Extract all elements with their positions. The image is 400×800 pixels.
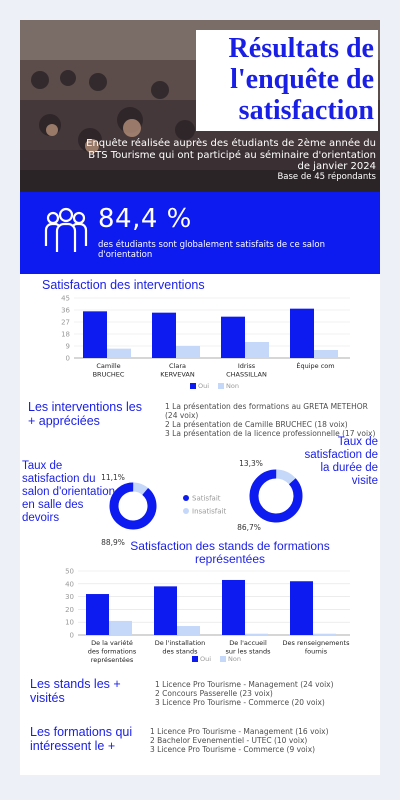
pie-label-insatisfait: 13,3%: [239, 459, 263, 468]
bar-non: [107, 348, 131, 358]
bar-oui: [83, 311, 107, 358]
legend-swatch: [218, 383, 224, 389]
x-tick-label: De la variété: [91, 639, 133, 647]
legend-swatch: [183, 495, 189, 501]
x-tick-label: fournis: [305, 648, 328, 656]
y-tick-label: 10: [65, 619, 74, 627]
bar-oui: [222, 579, 245, 635]
top-formations-title: Les formations qui intéressent le +: [30, 725, 133, 753]
x-tick-label: représentées: [91, 656, 134, 664]
pie-slice-satisfait: [109, 482, 157, 530]
overall-satisfaction-percent: 84,4 %: [98, 204, 192, 234]
bar-oui: [154, 586, 177, 635]
top-stands-list: 1 Licence Pro Tourisme - Management (24 …: [155, 680, 334, 707]
x-tick-label: De l'accueil: [229, 639, 267, 647]
bar-non: [314, 350, 338, 358]
y-tick-label: 45: [61, 295, 70, 303]
bar-non: [245, 633, 268, 635]
x-tick-label: Idriss: [238, 362, 256, 370]
list-item: 1 Licence Pro Tourisme - Management (16 …: [150, 727, 329, 736]
bar-non: [313, 633, 336, 635]
bar-oui: [221, 316, 245, 358]
list-item: 1 La présentation des formations au GRET…: [165, 402, 368, 420]
title-box: Résultats de l'enquête de satisfaction: [196, 30, 378, 131]
x-tick-label: des stands: [162, 648, 198, 656]
pie-label-insatisfait: 11,1%: [101, 473, 125, 482]
stands-chart-title: Satisfaction des stands de formations re…: [130, 539, 330, 566]
y-tick-label: 40: [65, 580, 74, 588]
hero-photo: Résultats de l'enquête de satisfaction E…: [20, 20, 380, 192]
bar-non: [177, 626, 200, 635]
pie-slice-satisfait: [249, 469, 303, 523]
infographic-page: Résultats de l'enquête de satisfaction E…: [20, 20, 380, 775]
x-tick-label: Équipe com: [296, 361, 334, 370]
list-item: 3 La présentation de la licence professi…: [165, 429, 376, 438]
top-stands-title: Les stands les + visités: [30, 677, 121, 705]
legend-label: Non: [226, 382, 239, 390]
bar-oui: [86, 594, 109, 635]
y-tick-label: 50: [65, 568, 74, 576]
y-tick-label: 9: [66, 343, 70, 351]
x-tick-label: Camille: [96, 362, 120, 370]
interventions-chart-title: Satisfaction des interventions: [42, 278, 205, 292]
legend-swatch: [192, 656, 198, 662]
y-tick-label: 27: [61, 319, 70, 327]
x-tick-label: sur les stands: [225, 648, 271, 656]
y-tick-label: 18: [61, 331, 70, 339]
bar-non: [109, 620, 132, 635]
overall-satisfaction-text: des étudiants sont globalement satisfait…: [98, 240, 325, 260]
x-tick-label: Clara: [169, 362, 186, 370]
list-item: 2 La présentation de Camille BRUCHEC (18…: [165, 420, 348, 429]
legend-label: Oui: [198, 382, 209, 390]
legend-label: Oui: [200, 655, 211, 663]
legend-label: Insatisfait: [192, 508, 226, 516]
list-item: 3 Licence Pro Tourisme - Commerce (20 vo…: [155, 698, 325, 707]
list-item: 2 Bachelor Evenementiel - UTEC (10 voix): [150, 736, 308, 745]
top-formations-list: 1 Licence Pro Tourisme - Management (16 …: [150, 727, 329, 754]
bar-oui: [152, 312, 176, 358]
x-tick-label: KERVEVAN: [160, 371, 195, 379]
top-interventions-list: 1 La présentation des formations au GRET…: [165, 402, 380, 438]
legend-label: Satisfait: [192, 495, 221, 503]
list-item: 3 Licence Pro Tourisme - Commerce (9 voi…: [150, 745, 316, 754]
bar-non: [245, 342, 269, 358]
y-tick-label: 0: [66, 355, 70, 363]
survey-description: Enquête réalisée auprès des étudiants de…: [86, 138, 376, 172]
bar-oui: [290, 308, 314, 358]
x-tick-label: Des renseignements: [283, 639, 351, 647]
x-tick-label: De l'installation: [155, 639, 206, 647]
duree-pie-title: Taux de satisfaction de la durée de visi…: [304, 436, 378, 487]
legend-label: Non: [228, 655, 241, 663]
y-tick-label: 30: [65, 593, 74, 601]
legend-swatch: [190, 383, 196, 389]
list-item: 2 Concours Passerelle (23 voix): [155, 689, 273, 698]
bar-non: [176, 346, 200, 358]
legend-swatch: [220, 656, 226, 662]
list-item: 1 Licence Pro Tourisme - Management (24 …: [155, 680, 334, 689]
legend-swatch: [183, 508, 189, 514]
x-tick-label: des formations: [88, 648, 137, 656]
y-tick-label: 0: [70, 632, 74, 640]
salon-pie-title: Taux de satisfaction du salon d'orientat…: [22, 460, 115, 524]
pie-label-satisfait: 86,7%: [237, 523, 261, 532]
y-tick-label: 36: [61, 307, 70, 315]
x-tick-label: BRUCHEC: [93, 371, 125, 379]
satisfaction-pie-charts: 88,9% 11,1% 86,7% 13,3% Satisfait Insatisfait: [101, 459, 303, 547]
x-tick-label: CHASSILLAN: [226, 371, 267, 379]
top-interventions-title: Les interventions les + appréciées: [28, 400, 142, 428]
y-tick-label: 20: [65, 606, 74, 614]
people-group-icon: [44, 207, 88, 252]
bar-oui: [290, 581, 313, 635]
pie-label-satisfait: 88,9%: [101, 538, 125, 547]
sample-size: Base de 45 répondants: [277, 172, 376, 182]
overall-satisfaction-banner: 84,4 % des étudiants sont globalement sa…: [20, 192, 380, 274]
page-title: Résultats de l'enquête de satisfaction: [228, 33, 374, 126]
